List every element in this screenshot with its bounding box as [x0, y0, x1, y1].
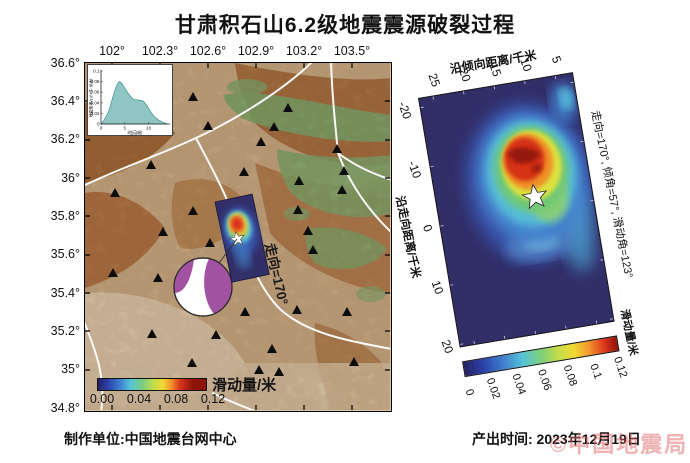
inset-x-label: 时间/秒	[127, 129, 142, 135]
slip-heatmap	[418, 72, 615, 348]
product-time-label: 产出时间: 2023年12月19日	[472, 431, 641, 447]
fault-line	[212, 392, 255, 410]
watermark: ©中国地震局	[550, 432, 689, 457]
strike-axis-label: 沿走向距离/千米	[393, 194, 423, 280]
map-canvas: 走向=170°	[85, 63, 390, 410]
map-y-tick: 36°	[61, 171, 80, 185]
map-y-tick: 34.8°	[50, 401, 80, 415]
inset-ticks	[100, 70, 149, 125]
figure-title: 甘肃积石山6.2级地震震源破裂过程	[174, 14, 516, 37]
map-x-tick: 103.2°	[285, 44, 323, 58]
map-x-tick: 103.5°	[333, 44, 371, 58]
focal-mechanism-beachball	[173, 238, 238, 317]
map-y-tick: 35.2°	[50, 324, 80, 338]
inset-y-tick: 0.06	[91, 90, 100, 95]
map-y-tick: 35.4°	[50, 286, 80, 300]
map-colorbar-tick: 0.08	[163, 392, 189, 406]
map-y-tick: 36.4°	[50, 94, 80, 108]
slip-colorbar-tick: 0.04	[509, 372, 528, 397]
map-colorbar-tick: 0.00	[89, 392, 115, 406]
map-y-tick: 36.2°	[50, 132, 80, 146]
map-slip-colorbar	[97, 378, 207, 391]
slip-colorbar-tick: 0	[462, 387, 476, 398]
map-x-tick: 102.9°	[237, 44, 275, 58]
beachball-connector-line	[218, 238, 238, 264]
inset-y-tick: 0.08	[91, 79, 100, 84]
strike-axis-tick: -10	[405, 159, 425, 181]
fault-plane-panel: 沿倾向距离/千米 25 20 15 10 5 沿走向距离/千米 -20 -10 …	[394, 48, 690, 420]
inset-y-tick: 0.04	[91, 100, 100, 105]
map-colorbar-tick: 0.04	[126, 392, 152, 406]
map-x-tick: 102.3°	[141, 44, 179, 58]
location-map: 走向=170° 0.1 0.08 0.06	[84, 62, 392, 412]
fault-plane-rotated-group: 沿倾向距离/千米 25 20 15 10 5 沿走向距离/千米 -20 -10 …	[394, 48, 640, 401]
producer-label: 制作单位:中国地震台网中心	[64, 431, 237, 447]
fault-line	[195, 137, 390, 350]
map-x-tick: 102°	[99, 44, 125, 58]
slip-colorbar-tick: 0.08	[560, 363, 580, 388]
heatmap-border	[418, 72, 615, 348]
map-colorbar-tick: 0.12	[200, 392, 226, 406]
inset-x-tick: 0	[100, 126, 103, 131]
heatmap-frame-ticks	[419, 74, 615, 346]
rupture-patch	[214, 193, 270, 283]
fault-line	[85, 321, 104, 410]
strike-axis-tick: 0	[419, 222, 436, 234]
fault-line	[337, 152, 390, 233]
strike-axis-tick: -20	[395, 99, 415, 121]
moment-rate-curve	[100, 81, 168, 125]
inset-y-label: 地震矩率/10¹⁸牛·米/秒	[88, 78, 94, 117]
map-x-tick: 102.6°	[189, 44, 227, 58]
inset-y-tick: 0.02	[91, 111, 100, 116]
inset-x-tick: 5	[124, 126, 127, 131]
strike-axis-tick: 10	[428, 278, 447, 297]
slip-colorbar-tick: 0.1	[587, 362, 604, 381]
inset-y-tick: 0	[97, 122, 100, 127]
strike-axis-tick: 20	[438, 337, 457, 356]
map-y-tick: 35.8°	[50, 209, 80, 223]
map-colorbar-title: 滑动量/米	[212, 377, 277, 394]
slip-colorbar-tick: 0.02	[483, 376, 503, 401]
slip-colorbar-tick: 0.06	[535, 367, 554, 393]
moment-rate-inset: 0.1 0.08 0.06 0.04 0.02 0 0 5 10 时间/秒 地震…	[87, 64, 173, 136]
slip-blob	[465, 82, 595, 272]
inset-y-tick: 0.1	[93, 69, 100, 74]
map-y-tick: 35.6°	[50, 247, 80, 261]
hypocenter-star	[521, 183, 548, 210]
moment-rate-chart: 0.1 0.08 0.06 0.04 0.02 0 0 5 10 时间/秒 地震…	[88, 69, 170, 136]
map-y-tick: 35°	[61, 362, 80, 376]
map-y-tick: 36.6°	[50, 56, 80, 70]
inset-x-tick: 10	[146, 126, 152, 131]
